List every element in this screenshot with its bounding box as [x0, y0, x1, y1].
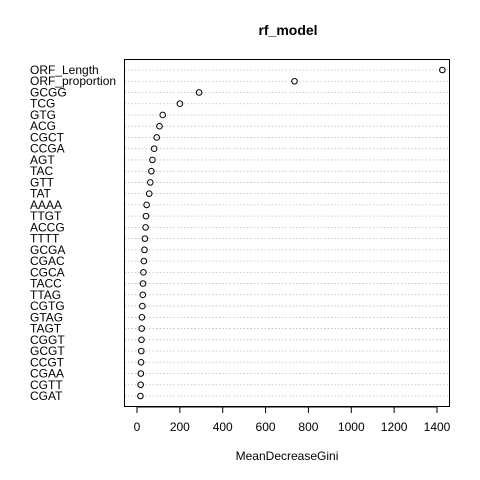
- point-cgac: [140, 257, 148, 265]
- variable-labels: ORF_LengthORF_proportionGCGGTCGGTGACGCGC…: [30, 63, 116, 403]
- x-tick-label: 200: [170, 420, 190, 434]
- variable-label: TTGT: [30, 209, 62, 223]
- point-cgtg: [139, 302, 146, 310]
- variable-label: CGAC: [30, 254, 65, 268]
- variable-label: GCGG: [30, 85, 67, 99]
- chart-title: rf_model: [258, 22, 317, 38]
- x-tick-label: 1400: [424, 420, 451, 434]
- point-acg: [156, 122, 163, 130]
- variable-label: TTAG: [30, 288, 61, 302]
- point-tttt: [141, 235, 149, 242]
- point-orf-length: [439, 66, 446, 74]
- plot-frame: [124, 59, 450, 407]
- x-axis: 0 200 400 600 800 1000 1200 1400: [134, 406, 451, 434]
- variable-label: GTAG: [30, 310, 63, 324]
- point-ccga: [150, 145, 158, 152]
- gridlines: [124, 69, 450, 397]
- variable-label: TTTT: [30, 232, 60, 246]
- point-aaaa: [143, 201, 150, 209]
- variable-label: ACCG: [30, 220, 65, 234]
- point-tac: [148, 167, 155, 175]
- x-tick-label: 1200: [381, 420, 408, 434]
- point-accg: [142, 224, 149, 231]
- point-cgct: [153, 134, 161, 141]
- variable-label: CGTG: [30, 299, 65, 313]
- variable-label: CGCA: [30, 265, 65, 279]
- point-ccgt: [137, 358, 145, 366]
- variable-label: GCGA: [30, 243, 65, 257]
- point-gtg: [159, 111, 167, 119]
- variable-label: ORF_proportion: [30, 74, 116, 88]
- variable-label: CGAA: [30, 367, 64, 381]
- data-points: [137, 66, 446, 400]
- variable-label: CGTT: [30, 378, 63, 392]
- point-cgca: [140, 269, 147, 276]
- variable-label: ACG: [30, 119, 56, 133]
- point-cgaa: [137, 370, 145, 377]
- point-tcg: [176, 100, 184, 108]
- variable-label: TAC: [30, 164, 53, 178]
- point-gtt: [146, 179, 154, 186]
- point-gcgt: [137, 347, 145, 355]
- x-tick-label: 0: [134, 420, 141, 434]
- variable-label: CGGT: [30, 333, 65, 347]
- variable-label: AGT: [30, 153, 55, 167]
- variable-label: TACC: [30, 277, 62, 291]
- point-tacc: [139, 280, 147, 287]
- x-tick-label: 800: [298, 420, 318, 434]
- point-cggt: [138, 336, 145, 344]
- variable-label: GTG: [30, 108, 56, 122]
- variable-label: ORF_Length: [30, 63, 99, 77]
- x-tick-label: 600: [256, 420, 276, 434]
- point-orf-proportion: [291, 77, 298, 85]
- variable-label: AAAA: [30, 198, 62, 212]
- point-tagt: [138, 325, 146, 332]
- variable-label: CCGT: [30, 355, 65, 369]
- variable-label: CGCT: [30, 130, 65, 144]
- variable-label: TCG: [30, 97, 55, 111]
- variable-label: GCGT: [30, 344, 65, 358]
- variable-label: TAGT: [30, 322, 62, 336]
- point-gcga: [141, 246, 148, 254]
- point-ttgt: [142, 212, 150, 220]
- x-tick-label: 400: [213, 420, 233, 434]
- variable-label: CCGA: [30, 142, 65, 156]
- x-axis-label: MeanDecreaseGini: [236, 449, 339, 463]
- point-tat: [145, 190, 153, 197]
- point-agt: [149, 156, 156, 164]
- variable-label: GTT: [30, 175, 55, 189]
- point-ttag: [139, 291, 147, 299]
- point-cgtt: [137, 381, 144, 389]
- variable-label: CGAT: [30, 389, 63, 403]
- point-cgat: [137, 392, 144, 400]
- point-gtag: [138, 314, 146, 321]
- x-tick-label: 1000: [338, 420, 365, 434]
- variable-label: TAT: [30, 187, 52, 201]
- point-gcgg: [195, 89, 203, 96]
